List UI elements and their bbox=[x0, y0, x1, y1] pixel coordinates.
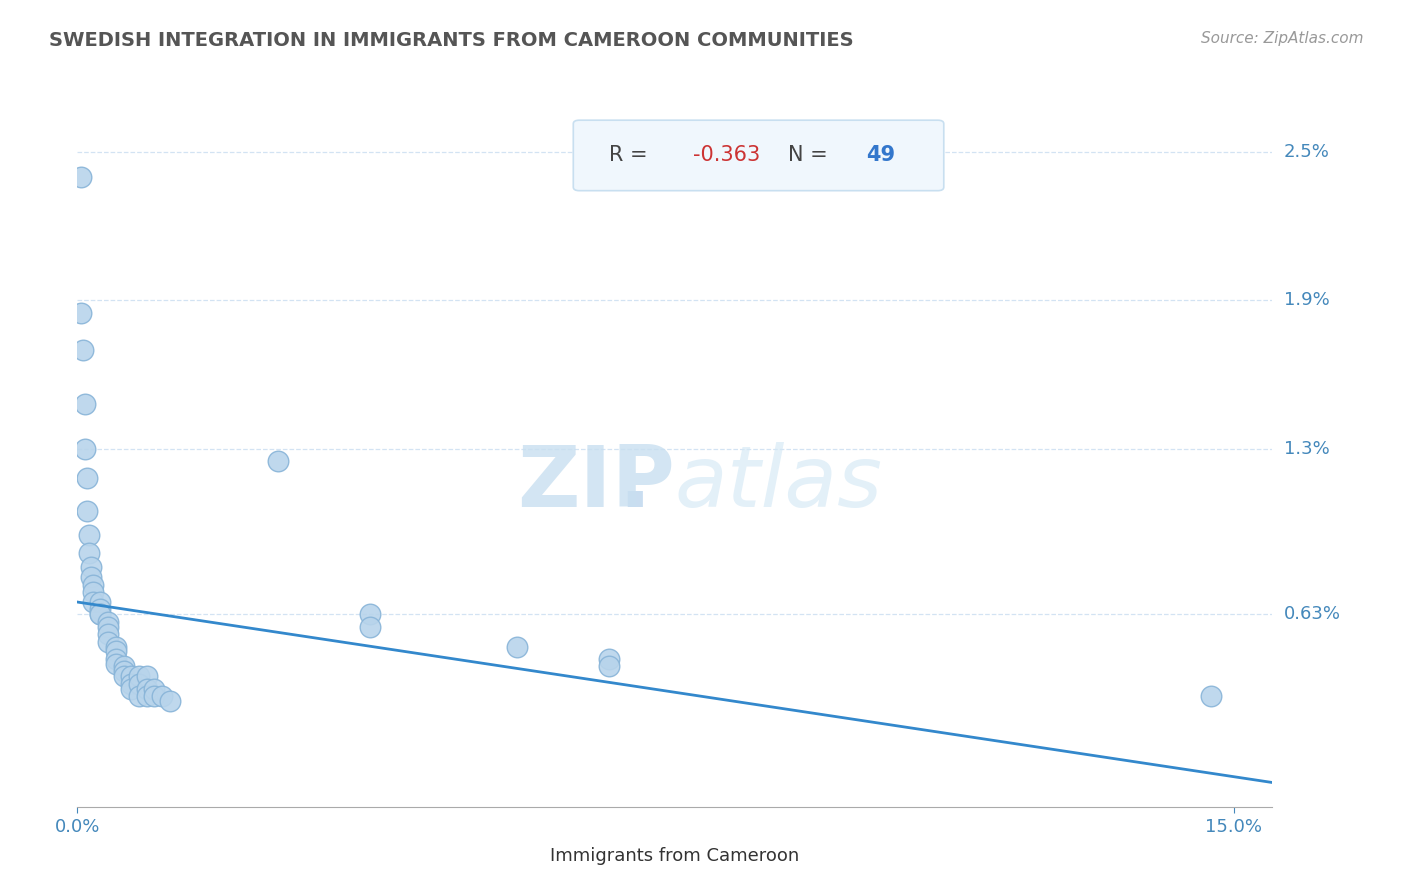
Point bbox=[104, 652, 127, 666]
FancyBboxPatch shape bbox=[574, 120, 943, 191]
Point bbox=[104, 640, 127, 654]
Point bbox=[112, 665, 135, 679]
Point bbox=[89, 595, 111, 609]
Point bbox=[506, 640, 529, 654]
Point bbox=[267, 454, 290, 468]
Point bbox=[76, 503, 98, 517]
Point bbox=[97, 615, 120, 629]
Point bbox=[89, 607, 111, 622]
Point bbox=[120, 669, 142, 683]
Point bbox=[80, 570, 103, 584]
Point bbox=[80, 560, 103, 574]
Point bbox=[598, 652, 620, 666]
Point bbox=[143, 689, 166, 703]
Point bbox=[359, 607, 381, 622]
Point bbox=[150, 689, 173, 703]
Point bbox=[97, 627, 120, 641]
Point bbox=[159, 694, 181, 708]
Point bbox=[77, 528, 100, 542]
Point bbox=[135, 689, 157, 703]
Point bbox=[73, 397, 96, 411]
Text: N =: N = bbox=[789, 145, 835, 165]
Text: 1.9%: 1.9% bbox=[1284, 292, 1329, 310]
Point bbox=[135, 669, 157, 683]
Point bbox=[143, 681, 166, 696]
Point bbox=[97, 620, 120, 634]
Text: -0.363: -0.363 bbox=[693, 145, 761, 165]
Point bbox=[135, 681, 157, 696]
Text: R =: R = bbox=[609, 145, 654, 165]
Point bbox=[72, 343, 94, 357]
Text: SWEDISH INTEGRATION IN IMMIGRANTS FROM CAMEROON COMMUNITIES: SWEDISH INTEGRATION IN IMMIGRANTS FROM C… bbox=[49, 31, 853, 50]
Point bbox=[82, 578, 104, 592]
Point bbox=[97, 634, 120, 648]
X-axis label: Immigrants from Cameroon: Immigrants from Cameroon bbox=[550, 847, 800, 864]
Point bbox=[1199, 689, 1222, 703]
Text: .: . bbox=[619, 442, 651, 524]
Text: 1.3%: 1.3% bbox=[1284, 440, 1329, 458]
Text: Source: ZipAtlas.com: Source: ZipAtlas.com bbox=[1201, 31, 1364, 46]
Point bbox=[73, 442, 96, 456]
Point bbox=[82, 595, 104, 609]
Point bbox=[104, 657, 127, 671]
Text: atlas: atlas bbox=[675, 442, 883, 524]
Text: 0.63%: 0.63% bbox=[1284, 606, 1340, 624]
Point bbox=[112, 659, 135, 673]
Point bbox=[82, 585, 104, 599]
Text: 2.5%: 2.5% bbox=[1284, 143, 1330, 161]
Point bbox=[77, 545, 100, 559]
Point bbox=[128, 689, 150, 703]
Point bbox=[359, 620, 381, 634]
Point bbox=[598, 659, 620, 673]
Text: 49: 49 bbox=[866, 145, 896, 165]
Point bbox=[70, 306, 93, 320]
Point bbox=[104, 644, 127, 658]
Point bbox=[89, 602, 111, 616]
Point bbox=[128, 676, 150, 690]
Point bbox=[70, 169, 93, 184]
Point bbox=[89, 607, 111, 622]
Point bbox=[120, 676, 142, 690]
Point bbox=[120, 681, 142, 696]
Text: ZIP: ZIP bbox=[517, 442, 675, 524]
Point bbox=[112, 669, 135, 683]
Point bbox=[128, 669, 150, 683]
Point bbox=[76, 471, 98, 485]
